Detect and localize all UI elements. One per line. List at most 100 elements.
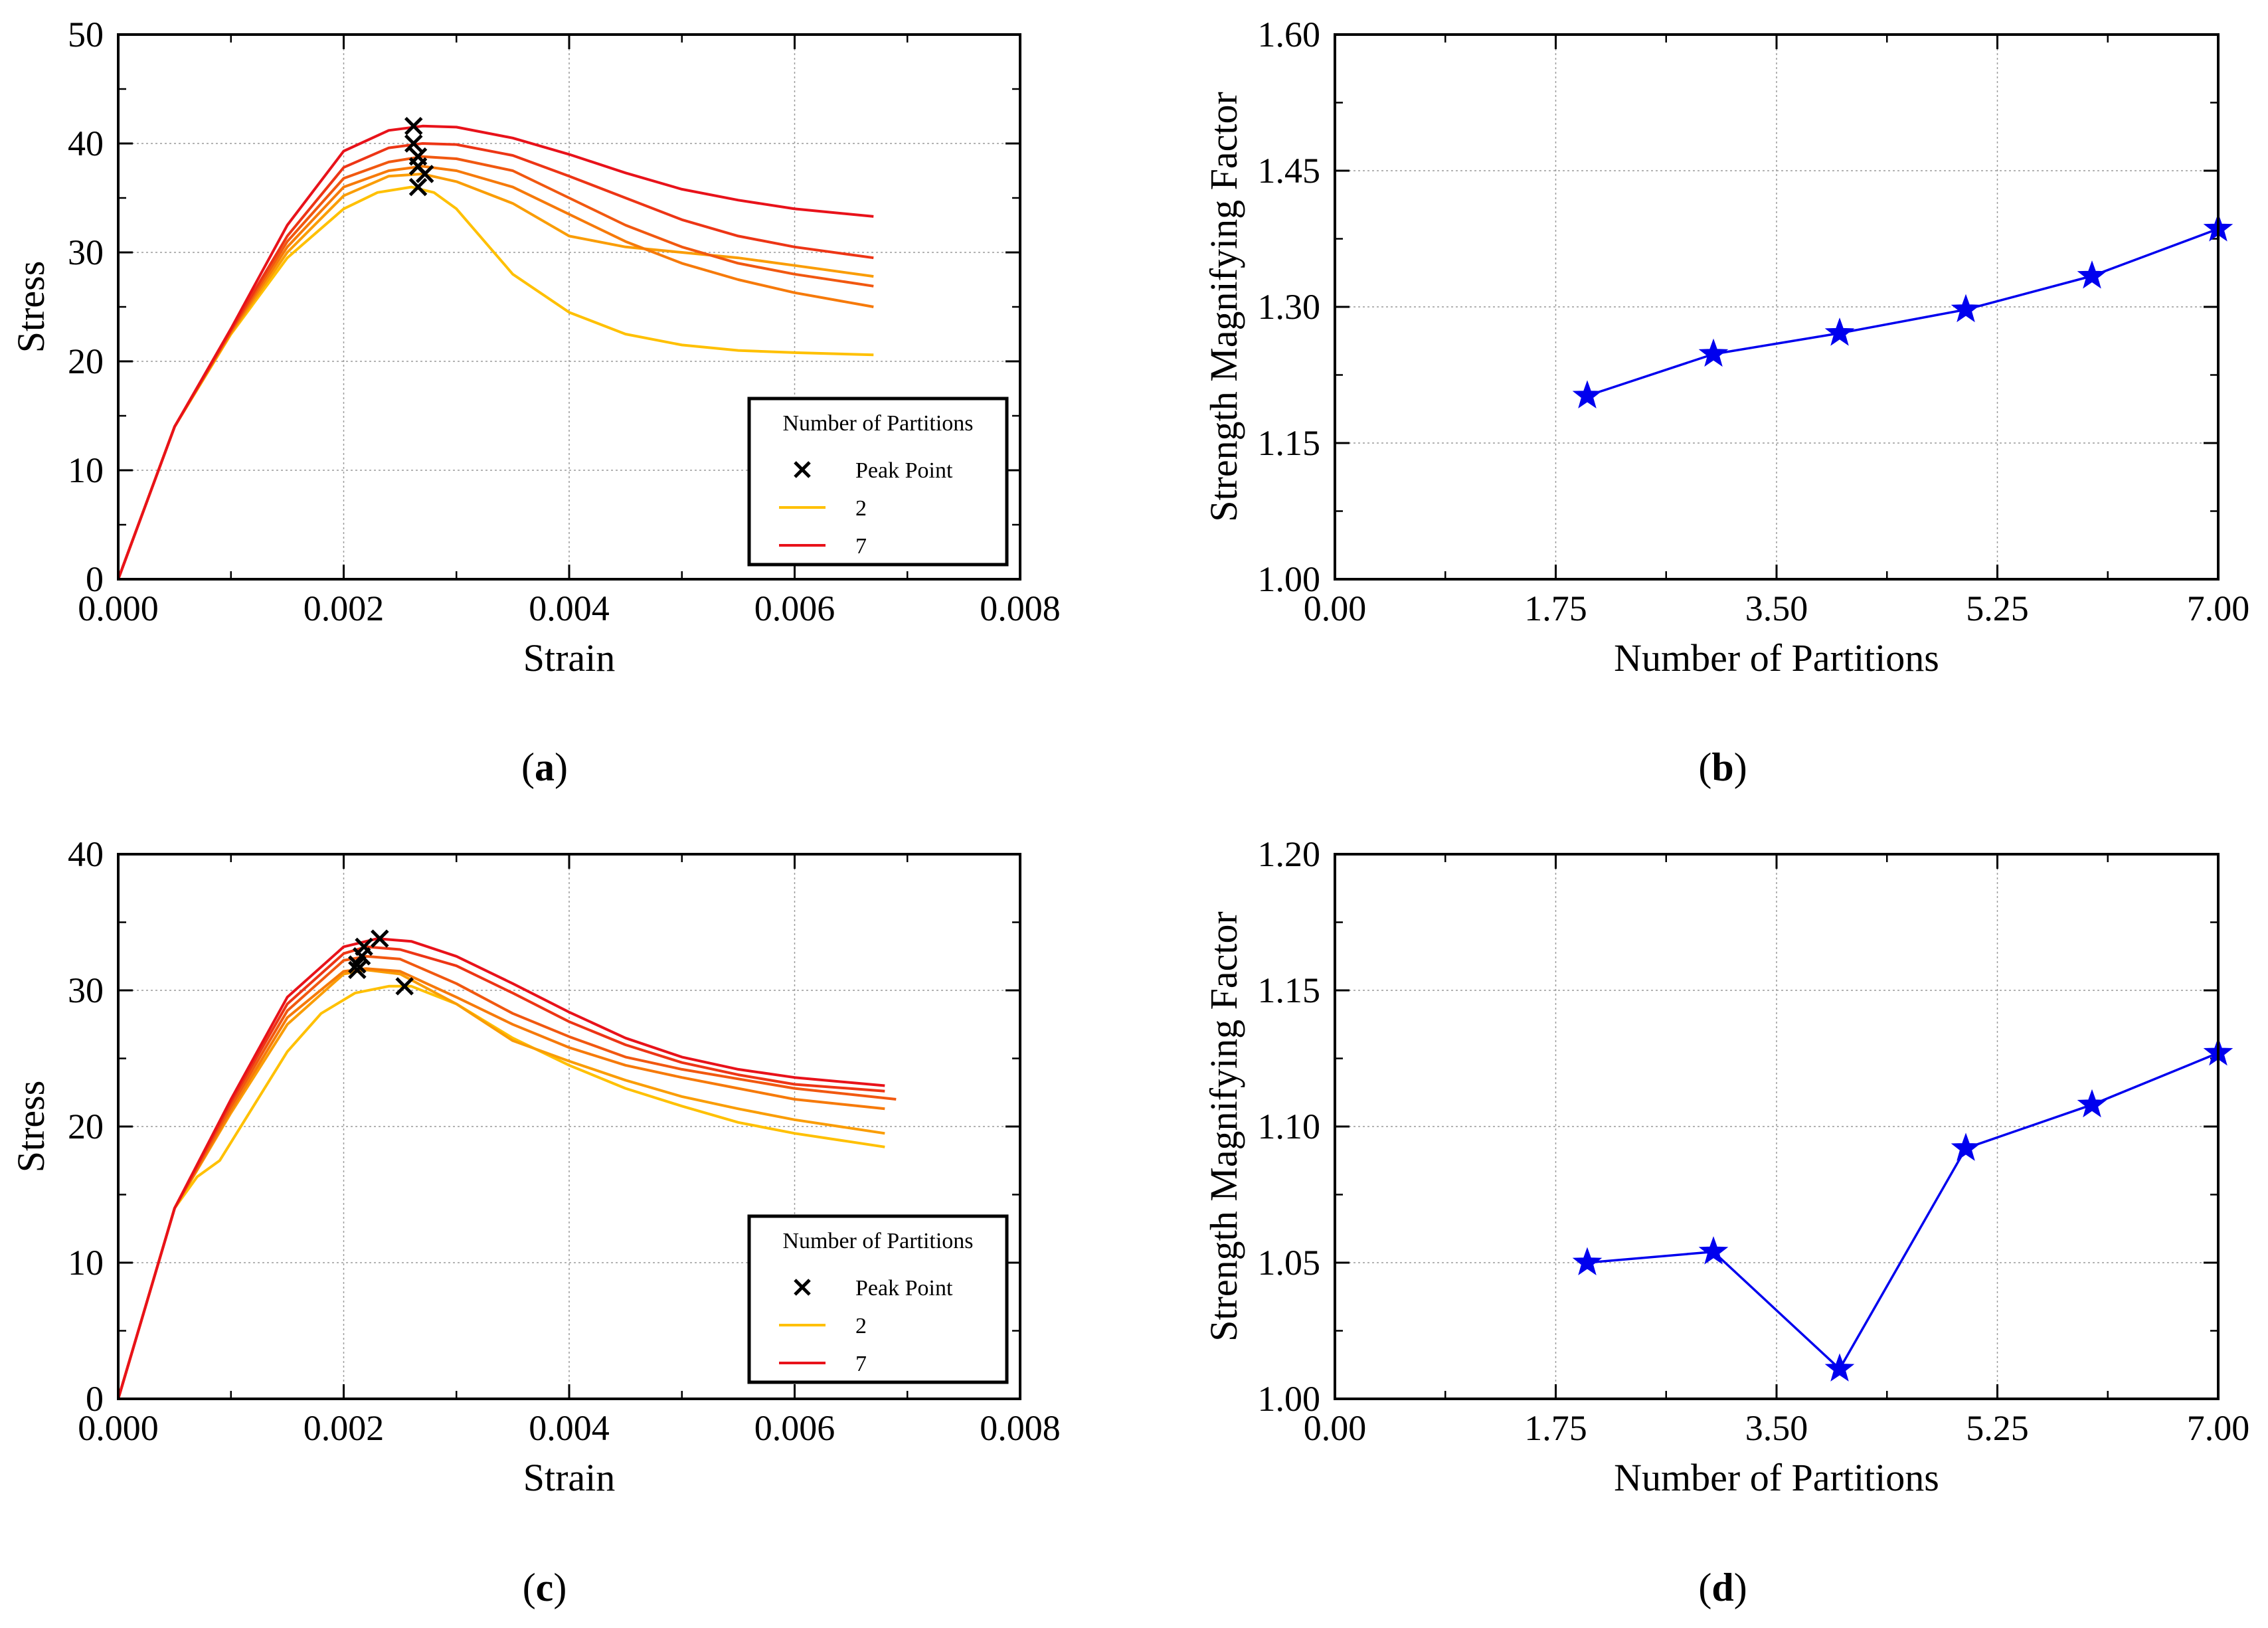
- x-axis-label: Number of Partitions: [1614, 1456, 1939, 1499]
- data-point-star: [2077, 1089, 2107, 1118]
- series-line-6: [117, 945, 885, 1400]
- legend-entry-label: 2: [855, 1314, 867, 1338]
- y-tick-label: 1.30: [1258, 287, 1321, 327]
- y-tick-label: 1.10: [1258, 1107, 1321, 1146]
- peak-point-marker: [404, 134, 423, 153]
- series-line-7: [117, 124, 874, 580]
- x-tick-label: 0.004: [529, 588, 610, 628]
- plot-frame: [117, 853, 1021, 1400]
- legend-entry-label: 7: [855, 534, 867, 559]
- y-tick-label: 1.05: [1258, 1243, 1321, 1283]
- y-tick-label: 0: [86, 1379, 104, 1419]
- series-line-2: [117, 984, 885, 1400]
- caption-b: (b): [1698, 745, 1747, 789]
- legend-entry-label: 7: [855, 1352, 867, 1376]
- y-tick-label: 40: [68, 834, 104, 874]
- legend-peak-marker: [794, 461, 811, 478]
- caption-a: (a): [521, 745, 568, 789]
- y-axis-label: Stress: [9, 1081, 52, 1173]
- panel-d-magnifying-factor-chart: 0.00 1.75 3.50 5.25 7.00 1.00 1.05 1.10 1.15 1.20…: [1202, 834, 2249, 1499]
- x-tick-label: 0.000: [78, 588, 159, 628]
- y-tick-label: 1.20: [1258, 834, 1321, 874]
- series-line-strength-magnifying-factor: [1587, 1051, 2219, 1370]
- series-line-7: [117, 937, 885, 1400]
- y-tick-label: 1.15: [1258, 423, 1321, 463]
- x-tick-label: 0.008: [980, 588, 1061, 628]
- y-axis-label: Strength Magnifying Factor: [1202, 911, 1245, 1342]
- y-tick-label: 40: [68, 124, 104, 163]
- peak-point-marker: [404, 116, 423, 136]
- y-tick-label: 50: [68, 15, 104, 54]
- caption-c: (c): [523, 1566, 567, 1609]
- series-line-4: [117, 165, 874, 580]
- y-tick-label: 30: [68, 970, 104, 1010]
- legend-entry-label: 2: [855, 496, 867, 521]
- y-tick-label: 30: [68, 232, 104, 272]
- data-point-star: [1824, 317, 1855, 346]
- series-line-3: [117, 172, 874, 580]
- legend-title: Number of Partitions: [782, 411, 973, 436]
- legend-entry-label: Peak Point: [855, 458, 953, 483]
- data-point-star: [1951, 1132, 1981, 1161]
- y-tick-label: 1.15: [1258, 970, 1321, 1010]
- legend-box: [747, 1214, 1009, 1384]
- x-tick-label: 3.50: [1745, 588, 1808, 628]
- peak-point-marker: [355, 937, 373, 956]
- panel-b-magnifying-factor-chart: 0.00 1.75 3.50 5.25 7.00 1.00 1.15 1.30 1.45 1.60…: [1202, 15, 2249, 679]
- y-tick-label: 20: [68, 341, 104, 381]
- data-point-star: [1572, 380, 1603, 408]
- legend-box: [747, 397, 1009, 567]
- x-tick-label: 3.50: [1745, 1408, 1808, 1448]
- x-tick-label: 5.25: [1966, 588, 2029, 628]
- y-tick-label: 20: [68, 1107, 104, 1146]
- x-tick-label: 0.002: [304, 1408, 385, 1448]
- plot-frame: [1334, 33, 2220, 581]
- peak-point-marker: [408, 177, 428, 197]
- series-line-2: [117, 185, 874, 580]
- x-tick-label: 5.25: [1966, 1408, 2029, 1448]
- data-point-star: [2077, 260, 2107, 289]
- data-point-star: [1698, 338, 1729, 367]
- peak-point-marker: [348, 960, 367, 980]
- data-point-star: [1951, 294, 1981, 323]
- x-axis-label: Strain: [523, 636, 616, 679]
- peak-point-marker: [371, 929, 389, 948]
- peak-point-marker: [395, 977, 414, 996]
- series-line-6: [117, 142, 874, 580]
- plot-frame: [1334, 853, 2220, 1400]
- x-tick-label: 0.006: [754, 1408, 835, 1448]
- y-tick-label: 10: [68, 450, 104, 490]
- data-point-star: [1572, 1247, 1603, 1275]
- plot-frame: [117, 33, 1021, 581]
- legend-peak-marker: [794, 1279, 811, 1296]
- y-tick-label: 1.00: [1258, 559, 1321, 599]
- x-tick-label: 0.00: [1304, 1408, 1367, 1448]
- x-tick-label: 1.75: [1524, 1408, 1587, 1448]
- series-line-3: [117, 968, 885, 1400]
- x-tick-label: 1.75: [1524, 588, 1587, 628]
- y-tick-label: 0: [86, 559, 104, 599]
- series-line-strength-magnifying-factor: [1587, 227, 2219, 397]
- x-tick-label: 7.00: [2187, 588, 2250, 628]
- legend-title: Number of Partitions: [782, 1229, 973, 1253]
- series-line-4: [117, 967, 885, 1400]
- x-axis-label: Number of Partitions: [1614, 636, 1939, 679]
- x-tick-label: 0.00: [1304, 588, 1367, 628]
- legend-entry-label: Peak Point: [855, 1276, 953, 1301]
- x-tick-label: 0.000: [78, 1408, 159, 1448]
- panel-c-stress-strain-chart: 0.000 0.002 0.004 0.006 0.008 0 10 20 30 40 Strain…: [9, 834, 1061, 1499]
- series-line-5: [117, 954, 897, 1400]
- x-tick-label: 7.00: [2187, 1408, 2250, 1448]
- y-axis-label: Strength Magnifying Factor: [1202, 92, 1245, 522]
- data-point-star: [1698, 1236, 1729, 1265]
- panel-a-stress-strain-chart: 0.000 0.002 0.004 0.006 0.008 0 10 20 30 40 50 Stra…: [9, 15, 1061, 679]
- x-tick-label: 0.006: [754, 588, 835, 628]
- data-point-star: [1824, 1353, 1855, 1382]
- y-tick-label: 1.60: [1258, 15, 1321, 54]
- x-axis-label: Strain: [523, 1456, 616, 1499]
- y-tick-label: 1.00: [1258, 1379, 1321, 1419]
- y-tick-label: 1.45: [1258, 151, 1321, 191]
- caption-d: (d): [1698, 1566, 1747, 1609]
- x-tick-label: 0.008: [980, 1408, 1061, 1448]
